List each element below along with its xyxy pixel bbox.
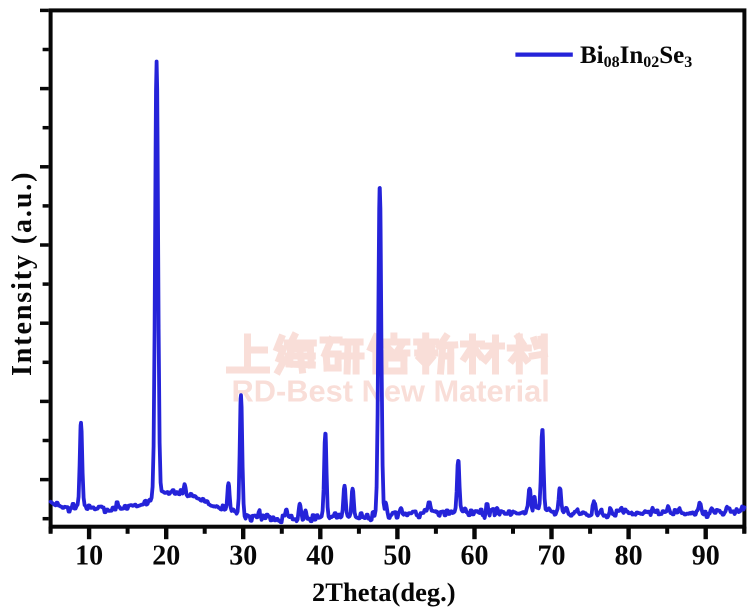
svg-text:Intensity (a.u.): Intensity (a.u.) — [7, 171, 38, 376]
svg-text:Bi08In02Se3: Bi08In02Se3 — [580, 42, 692, 71]
svg-text:60: 60 — [461, 541, 489, 572]
svg-text:70: 70 — [538, 541, 566, 572]
svg-text:RD-Best New Material: RD-Best New Material — [232, 374, 550, 409]
svg-text:90: 90 — [692, 541, 720, 572]
svg-text:20: 20 — [152, 541, 180, 572]
svg-text:30: 30 — [229, 541, 257, 572]
svg-text:40: 40 — [306, 541, 334, 572]
svg-text:2Theta(deg.): 2Theta(deg.) — [312, 577, 456, 607]
svg-text:80: 80 — [615, 541, 643, 572]
svg-text:10: 10 — [75, 541, 103, 572]
svg-text:50: 50 — [383, 541, 411, 572]
